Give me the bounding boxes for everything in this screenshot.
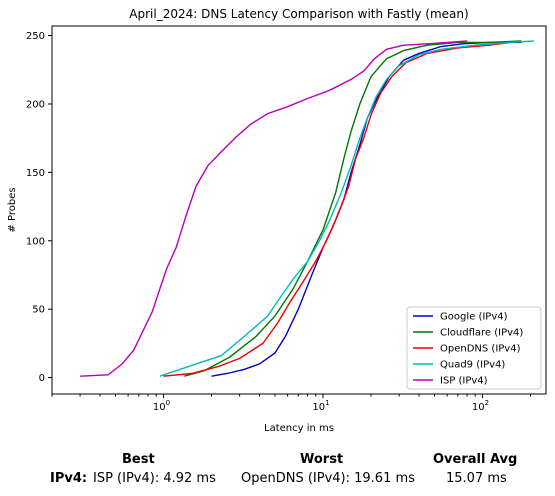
x-axis-label: Latency in ms: [264, 423, 334, 434]
legend-label-1: Cloudflare (IPv4): [440, 328, 523, 339]
y-tick-label-5: 250: [26, 31, 45, 42]
legend-box: [406, 306, 542, 390]
overall-avg-heading: Overall Avg: [433, 452, 518, 467]
series-layer: [80, 40, 534, 377]
y-tick-label-2: 100: [26, 236, 45, 247]
legend-label-0: Google (IPv4): [440, 312, 508, 323]
latency-chart: April_2024: DNS Latency Comparison with …: [7, 7, 547, 434]
legend-label-4: ISP (IPv4): [440, 376, 488, 387]
ipv4-row-label: IPv4:: [50, 471, 88, 486]
legend-label-2: OpenDNS (IPv4): [440, 344, 521, 355]
best-value: ISP (IPv4): 4.92 ms: [93, 471, 216, 486]
y-tick-label-1: 50: [32, 305, 45, 316]
worst-value: OpenDNS (IPv4): 19.61 ms: [241, 471, 415, 486]
best-heading: Best: [122, 452, 155, 467]
x-tick-label-1: 101: [312, 399, 329, 413]
series-line-3: [159, 40, 534, 377]
y-tick-label-0: 0: [39, 373, 45, 384]
chart-legend: Google (IPv4) Cloudflare (IPv4) OpenDNS (I…: [406, 306, 542, 390]
series-line-1: [184, 40, 522, 377]
series-line-2: [163, 41, 511, 377]
legend-label-3: Quad9 (IPv4): [440, 360, 505, 371]
worst-heading: Worst: [300, 452, 344, 467]
x-tick-label-0: 100: [153, 399, 170, 413]
x-tick-label-2: 102: [472, 399, 489, 413]
overall-avg-value: 15.07 ms: [446, 471, 507, 486]
y-tick-label-3: 150: [26, 168, 45, 179]
series-line-0: [211, 41, 522, 377]
y-tick-label-4: 200: [26, 99, 45, 110]
y-axis-label: # Probes: [7, 187, 18, 232]
series-line-4: [80, 40, 468, 377]
chart-title: April_2024: DNS Latency Comparison with …: [129, 7, 468, 21]
